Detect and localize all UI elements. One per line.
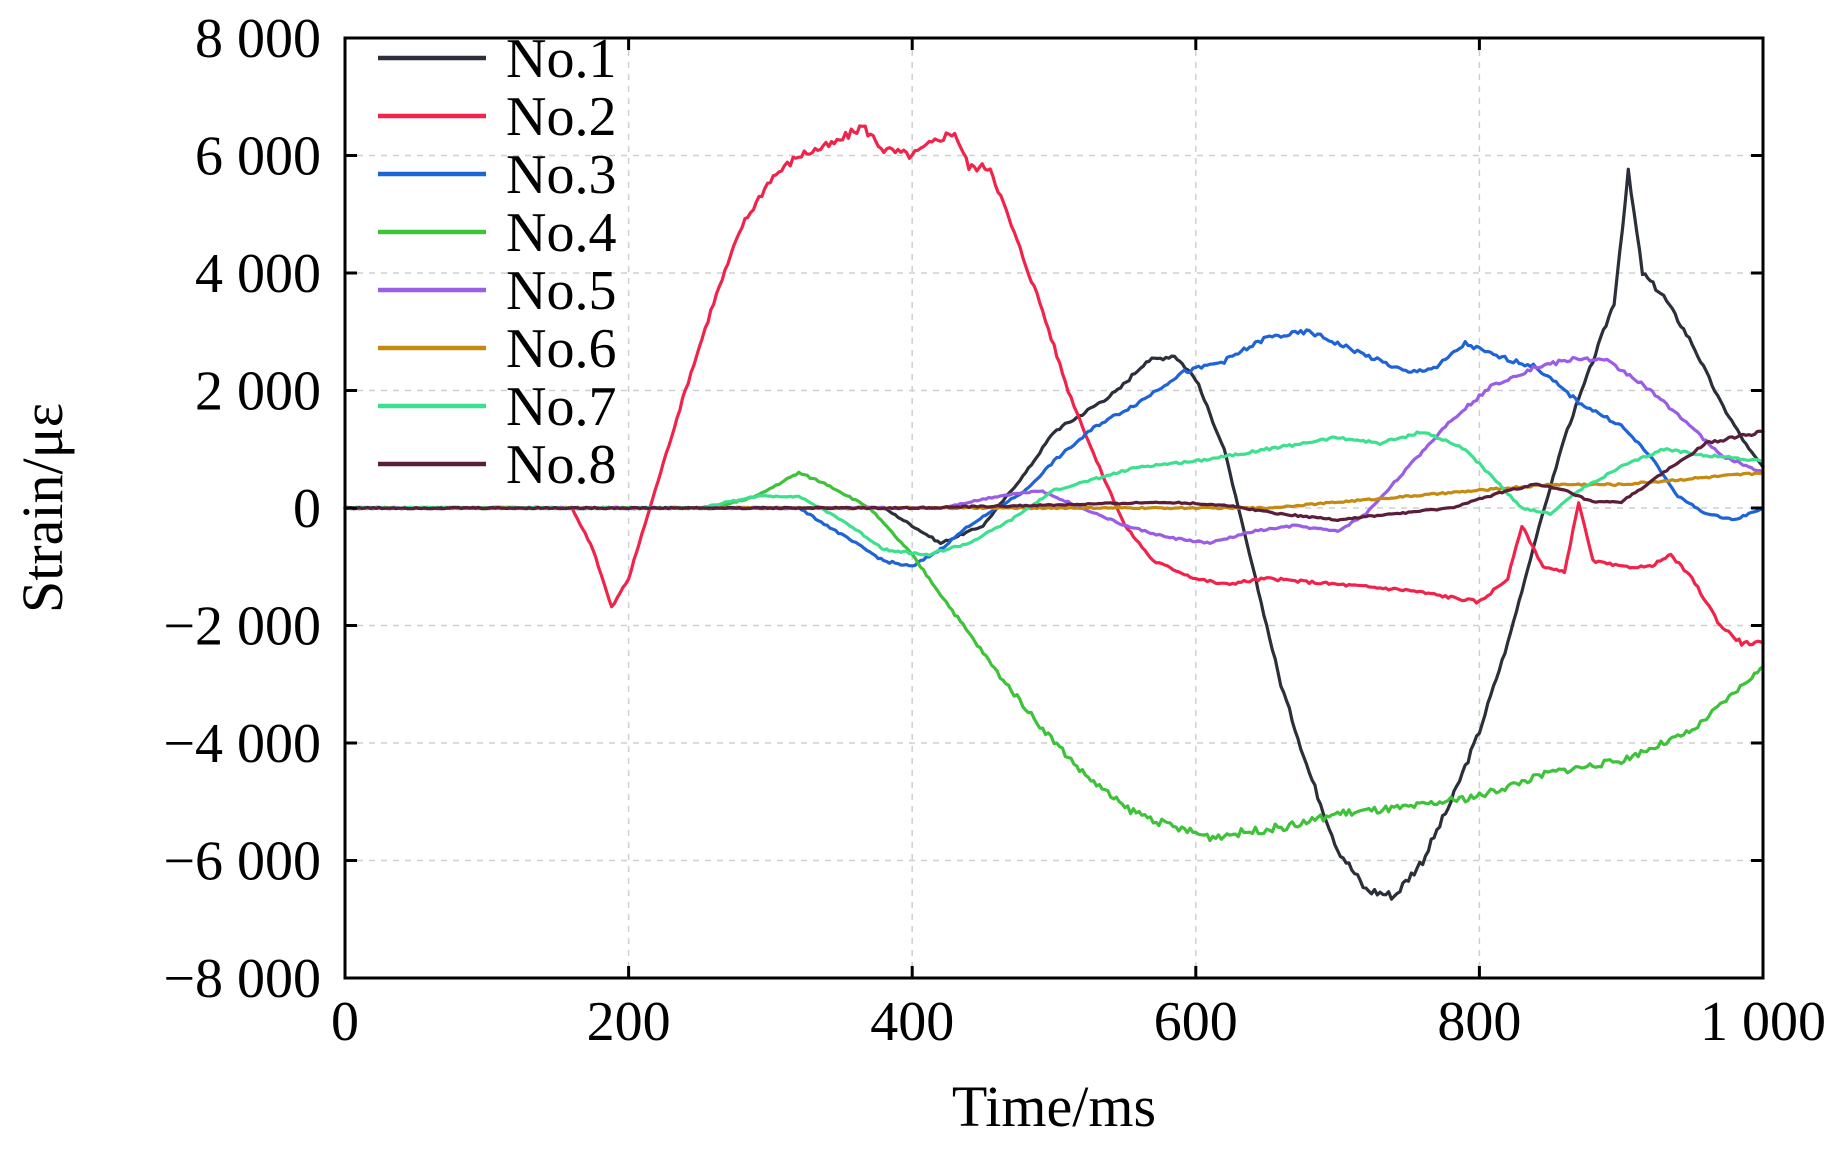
x-tick-label: 1 000 bbox=[1700, 991, 1826, 1053]
series-layer bbox=[343, 124, 1765, 901]
legend-label: No.8 bbox=[506, 434, 616, 496]
y-tick-label: −6 000 bbox=[163, 831, 321, 893]
legend-label: No.5 bbox=[506, 260, 616, 322]
x-tick-label: 800 bbox=[1437, 991, 1521, 1053]
legend: No.1No.2No.3No.4No.5No.6No.7No.8 bbox=[378, 28, 616, 496]
y-tick-label: 8 000 bbox=[195, 8, 321, 70]
y-tick-label: 4 000 bbox=[195, 243, 321, 305]
legend-label: No.7 bbox=[506, 376, 616, 438]
series-line-no8 bbox=[343, 429, 1765, 522]
x-tick-label: 200 bbox=[587, 991, 671, 1053]
y-axis-title: Strain/με bbox=[10, 403, 75, 613]
y-tick-label: 6 000 bbox=[195, 126, 321, 188]
legend-label: No.2 bbox=[506, 86, 616, 148]
series-line-no4 bbox=[343, 470, 1765, 843]
y-tick-label: 0 bbox=[293, 478, 321, 540]
x-tick-label: 0 bbox=[331, 991, 359, 1053]
y-tick-label: −8 000 bbox=[163, 948, 321, 1010]
legend-label: No.3 bbox=[506, 144, 616, 206]
y-tick-label: −4 000 bbox=[163, 713, 321, 775]
y-tick-label: 2 000 bbox=[195, 361, 321, 423]
legend-label: No.4 bbox=[506, 202, 616, 264]
x-axis-title: Time/ms bbox=[952, 1074, 1156, 1139]
y-tick-label: −2 000 bbox=[163, 596, 321, 658]
legend-label: No.1 bbox=[506, 28, 616, 90]
legend-label: No.6 bbox=[506, 318, 616, 380]
x-tick-label: 400 bbox=[870, 991, 954, 1053]
series-line-no2 bbox=[343, 124, 1765, 647]
x-tick-label: 600 bbox=[1154, 991, 1238, 1053]
